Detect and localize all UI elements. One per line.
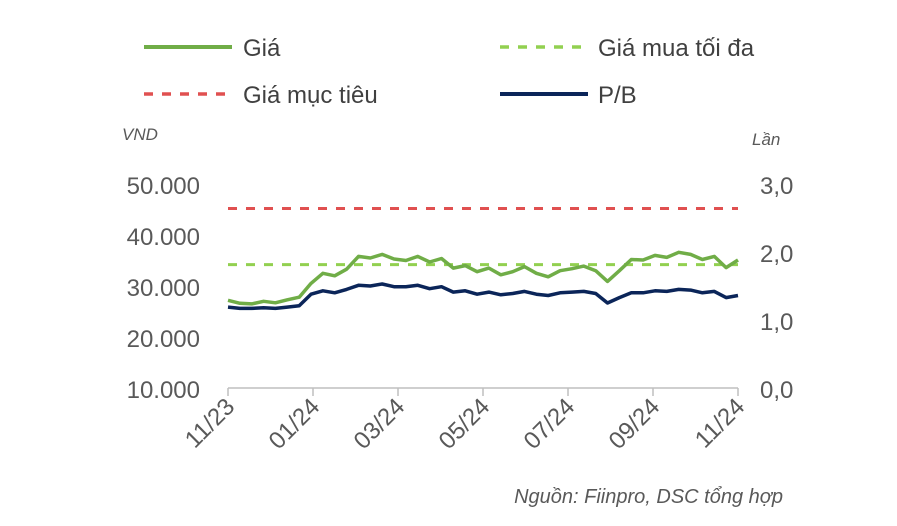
legend-label-gia: Giá [243, 35, 281, 62]
x-tick-label: 09/24 [604, 393, 666, 455]
right-tick-label: 0,0 [760, 377, 793, 404]
left-tick-label: 10.000 [127, 377, 200, 404]
legend-label-pb: P/B [598, 82, 637, 109]
x-tick-label: 03/24 [349, 393, 411, 455]
x-tick-label: 07/24 [519, 393, 581, 455]
legend-label-gia-mua-toi-da: Giá mua tối đa [598, 35, 755, 62]
left-axis-unit: VND [122, 125, 158, 144]
x-tick-label: 11/24 [690, 393, 750, 453]
source-note: Nguồn: Fiinpro, DSC tổng hợp [514, 486, 783, 508]
x-ticks: 11/23 01/24 03/24 05/24 07/24 09/24 11/24 [180, 388, 750, 455]
legend: Giá Giá mua tối đa Giá mục tiêu P/B [144, 35, 755, 109]
x-axis: 11/23 01/24 03/24 05/24 07/24 09/24 11/24 [180, 387, 750, 455]
right-tick-label: 2,0 [760, 241, 793, 268]
series-line-3 [227, 282, 739, 311]
left-tick-label: 30.000 [127, 275, 200, 302]
x-tick-label: 05/24 [434, 393, 496, 455]
left-tick-label: 40.000 [127, 224, 200, 251]
left-axis: 10.000 20.000 30.000 40.000 50.000 [127, 173, 200, 404]
right-axis: 0,0 1,0 2,0 3,0 [760, 173, 793, 404]
x-tick-label: 01/24 [264, 393, 326, 455]
right-tick-label: 1,0 [760, 309, 793, 336]
left-tick-label: 50.000 [127, 173, 200, 200]
series-line-0 [227, 250, 739, 306]
left-tick-label: 20.000 [127, 326, 200, 353]
right-tick-label: 3,0 [760, 173, 793, 200]
right-axis-unit: Lần [752, 130, 780, 149]
plot-area [227, 207, 739, 311]
legend-label-gia-muc-tieu: Giá mục tiêu [243, 82, 378, 109]
